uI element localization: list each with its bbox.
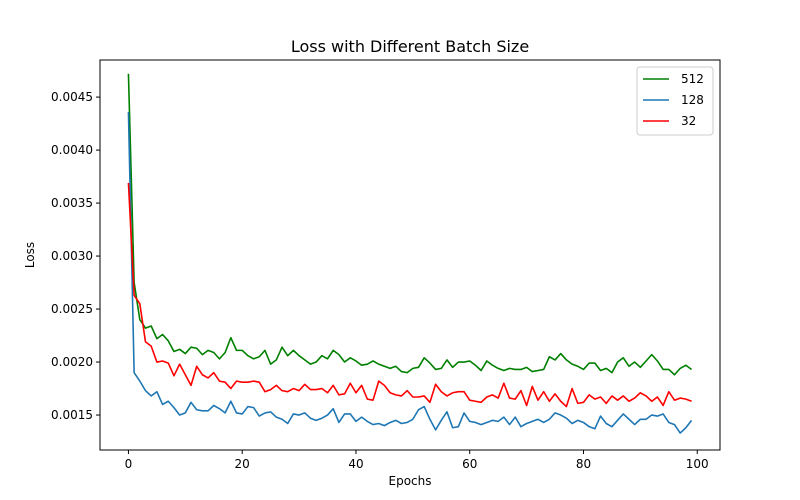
y-axis: 0.0015 0.0020 0.0025 0.0030 0.0035 0.0040 0.00… <box>51 90 100 422</box>
chart-title: Loss with Different Batch Size <box>291 37 529 56</box>
x-tick-label: 100 <box>686 457 709 471</box>
y-tick-label: 0.0045 <box>51 90 93 104</box>
plot-area <box>127 73 693 434</box>
legend-label: 32 <box>681 114 696 128</box>
series-line-32 <box>127 182 692 408</box>
x-tick-label: 20 <box>235 457 250 471</box>
x-tick-label: 80 <box>576 457 591 471</box>
y-tick-label: 0.0040 <box>51 143 93 157</box>
y-tick-label: 0.0020 <box>51 355 93 369</box>
y-tick-label: 0.0025 <box>51 302 93 316</box>
y-tick-label: 0.0015 <box>51 408 93 422</box>
x-tick-label: 0 <box>125 457 133 471</box>
x-tick-label: 40 <box>348 457 363 471</box>
legend-label: 512 <box>681 72 704 86</box>
axes-frame <box>99 59 721 451</box>
y-tick-label: 0.0030 <box>51 249 93 263</box>
y-tick-label: 0.0035 <box>51 196 93 210</box>
x-tick-label: 60 <box>462 457 477 471</box>
x-axis: 0 20 40 60 80 100 <box>125 450 709 471</box>
legend: 512 128 32 <box>636 66 714 136</box>
series-line-512 <box>127 73 693 376</box>
legend-box <box>636 66 714 136</box>
y-axis-label: Loss <box>23 242 37 268</box>
legend-label: 128 <box>681 93 704 107</box>
x-axis-label: Epochs <box>389 474 432 488</box>
series-line-128 <box>127 111 693 434</box>
